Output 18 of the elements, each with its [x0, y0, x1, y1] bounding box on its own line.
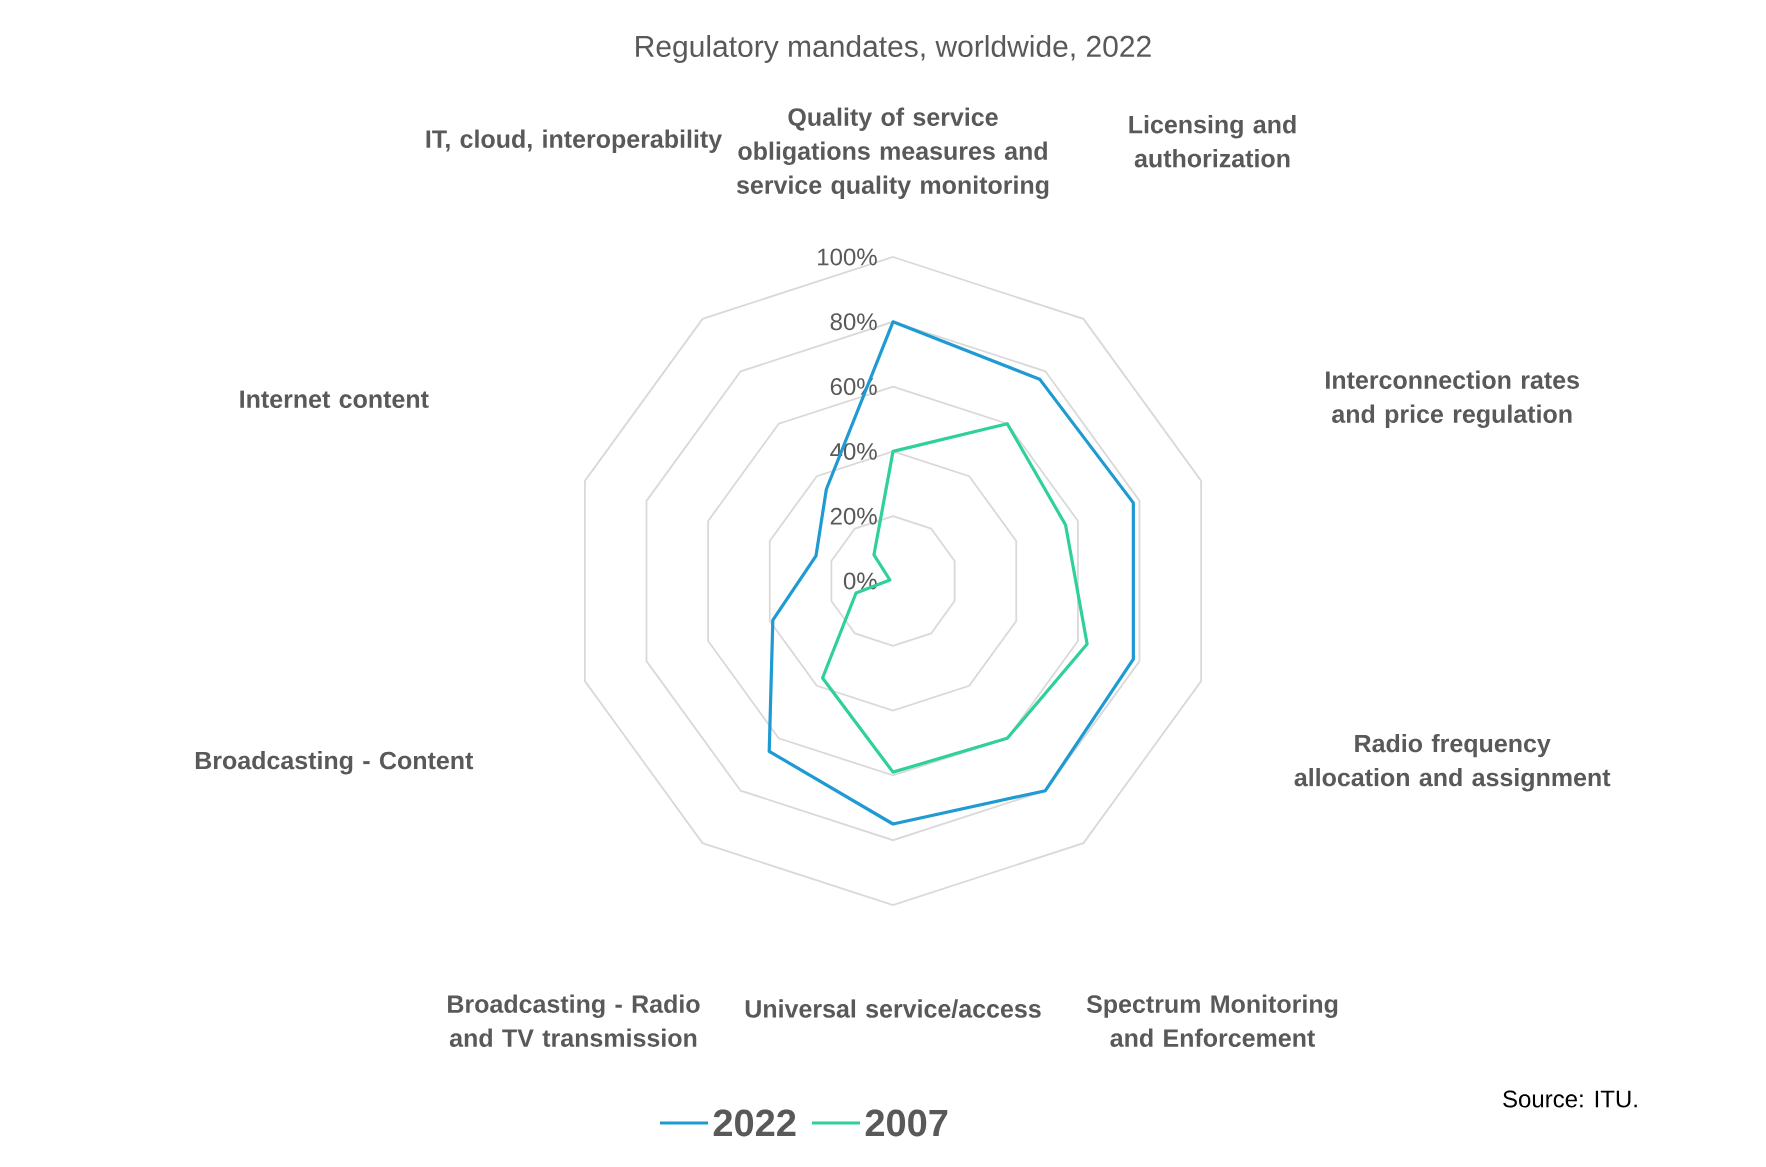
y-tick-label: 20%	[830, 507, 877, 525]
y-tick-label: 0%	[843, 572, 877, 590]
source-note: Source: ITU.	[1503, 1090, 1637, 1108]
y-tick-label: 100%	[818, 248, 877, 266]
y-tick-label: 80%	[830, 313, 877, 331]
spoke-label: Quality of service obligations measures and service quality monitoring	[736, 107, 1049, 200]
spoke-label: Radio frequency allocation and assignment	[1294, 733, 1611, 792]
legend-label: 2022	[713, 1109, 796, 1137]
spoke-label: Broadcasting - Content	[195, 750, 474, 775]
legend-label: 2007	[865, 1109, 948, 1137]
chart-title: Regulatory mandates, worldwide, 2022	[636, 35, 1151, 63]
spoke-label: Interconnection rates and price regulation	[1326, 370, 1579, 429]
spoke-label: Universal service/access	[745, 999, 1041, 1018]
spoke-label: Broadcasting - Radio and TV transmission	[448, 994, 700, 1047]
spoke-label: Licensing and authorization	[1129, 115, 1296, 168]
spoke-label: IT, cloud, interoperability	[426, 129, 723, 153]
spoke-label: Spectrum Monitoring and Enforcement	[1086, 994, 1338, 1047]
spoke-label: Internet content	[240, 390, 429, 409]
